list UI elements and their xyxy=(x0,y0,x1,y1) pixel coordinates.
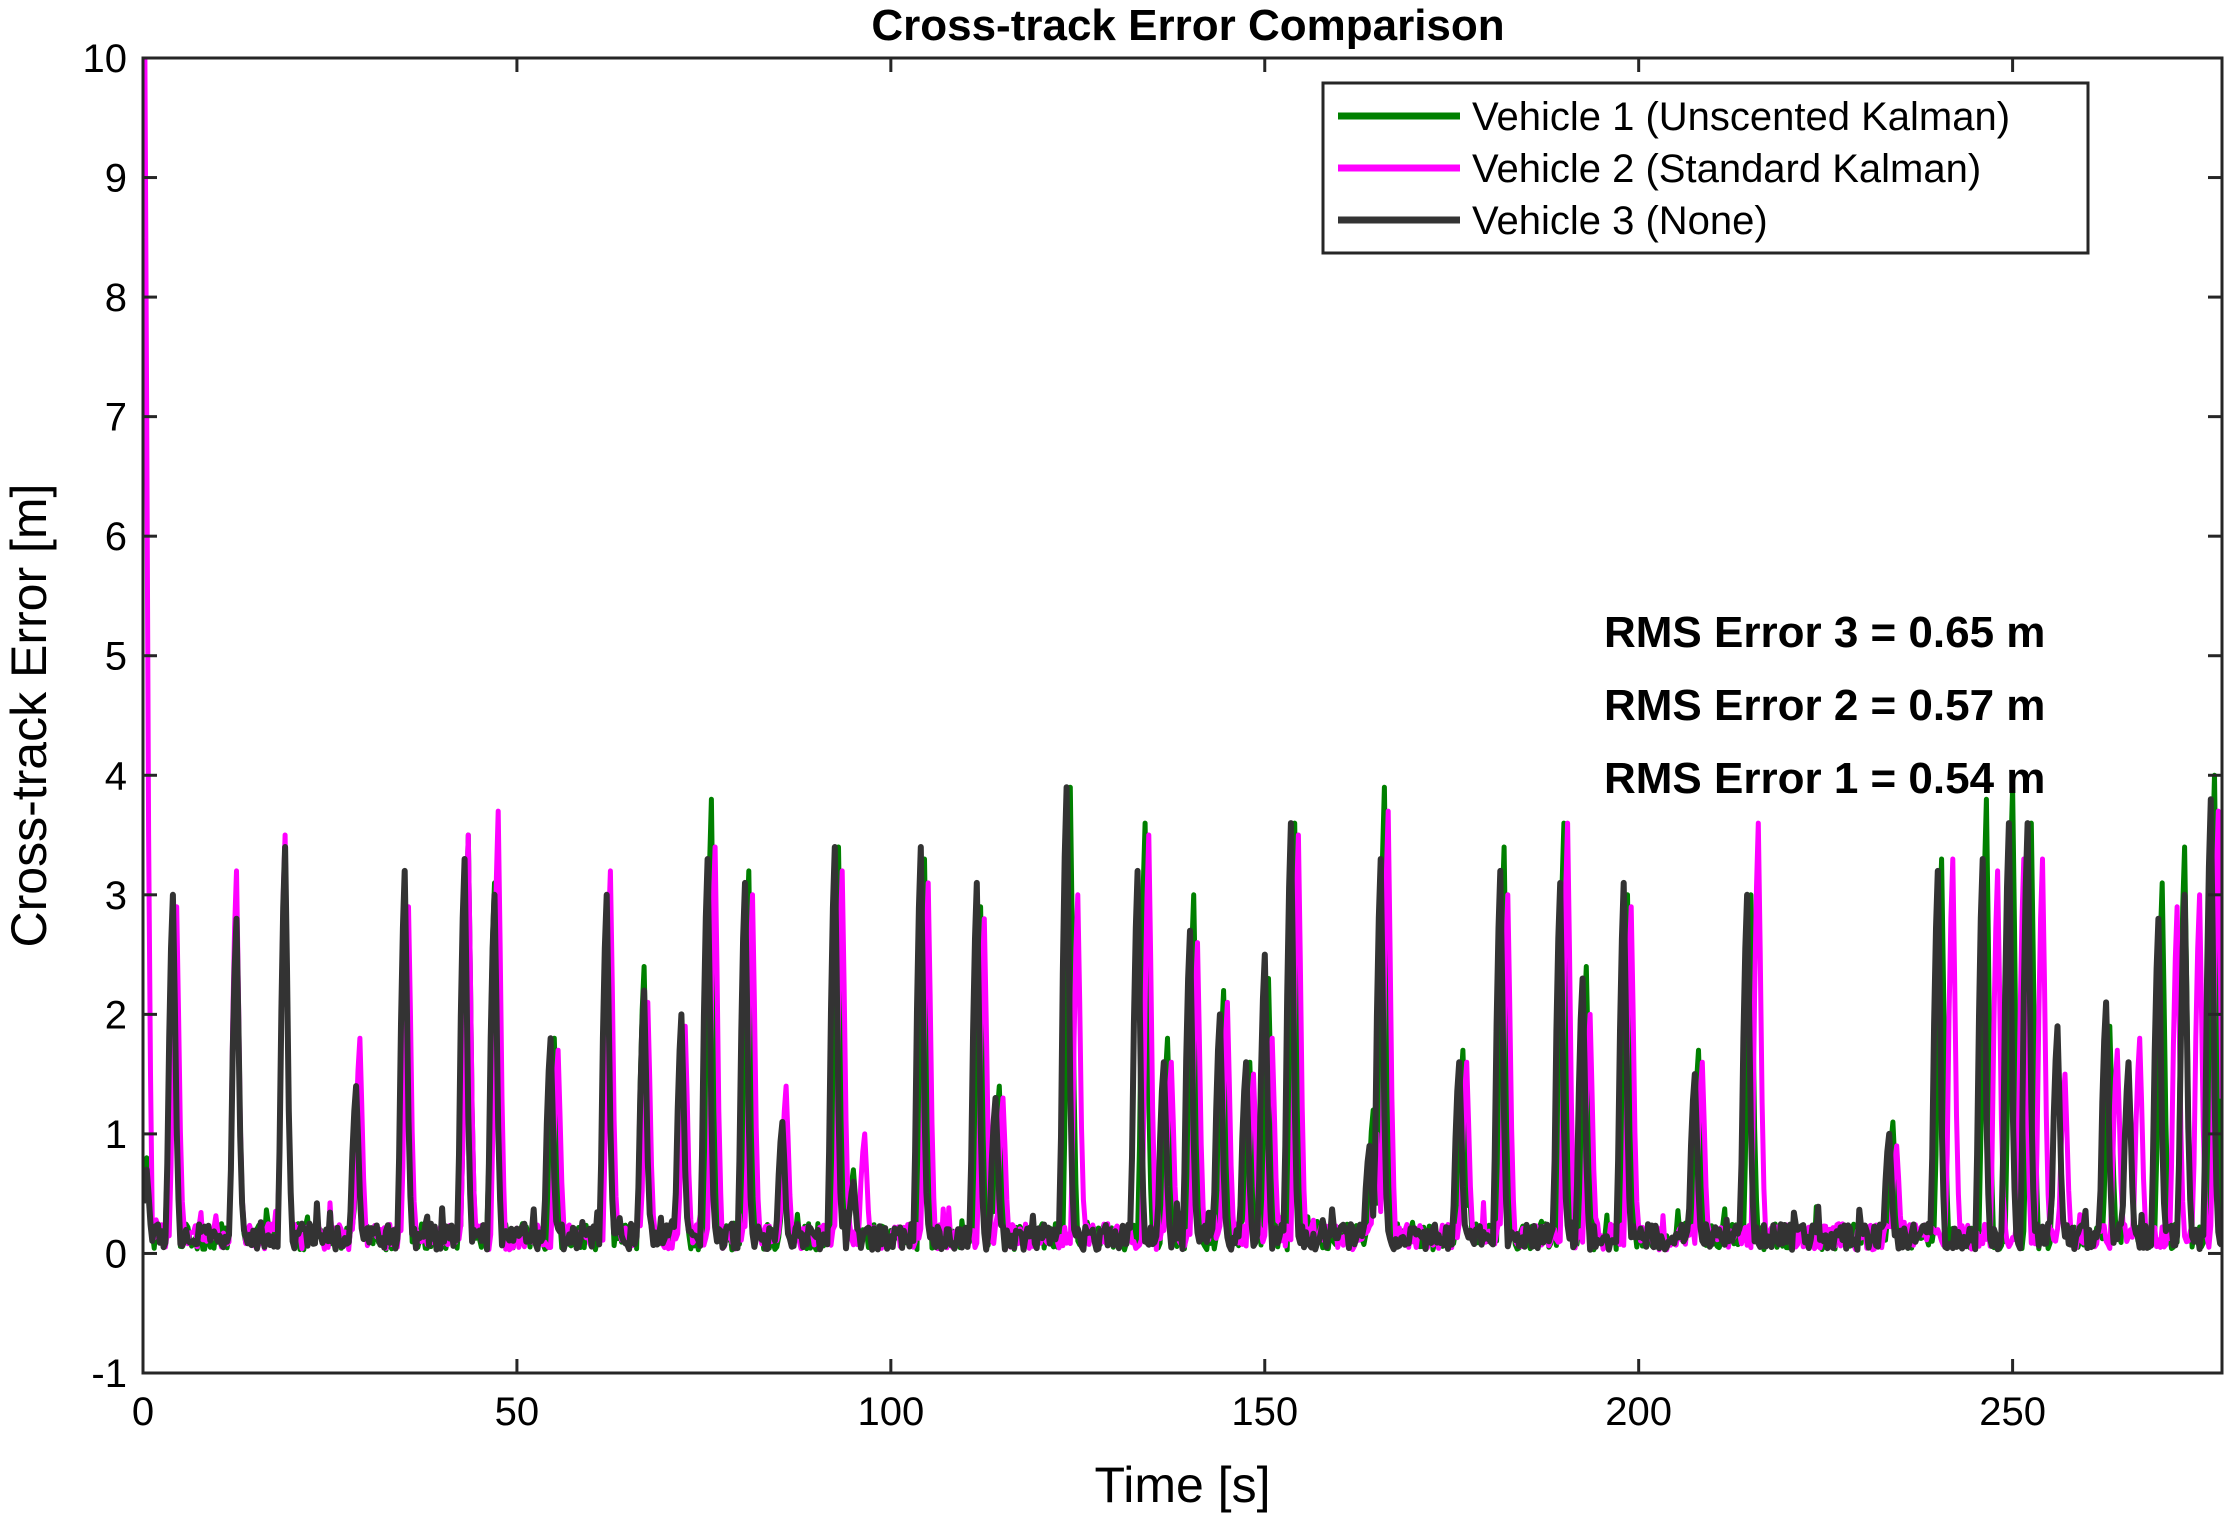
x-tick-label: 100 xyxy=(857,1390,924,1434)
y-tick-label: 0 xyxy=(105,1232,127,1276)
y-tick-label: -1 xyxy=(91,1352,127,1396)
y-tick-label: 2 xyxy=(105,993,127,1037)
x-tick-label: 250 xyxy=(1979,1390,2046,1434)
legend-entry: Vehicle 1 (Unscented Kalman) xyxy=(1472,95,2010,139)
y-tick-label: 10 xyxy=(83,37,128,81)
series-layer xyxy=(143,58,2222,1253)
rms-annotation: RMS Error 3 = 0.65 m xyxy=(1604,608,2045,657)
legend: Vehicle 1 (Unscented Kalman) Vehicle 2 (S… xyxy=(1321,81,2090,255)
y-axis-label: Cross-track Error [m] xyxy=(1,484,57,948)
x-axis-ticks: 0 50 100 150 200 250 xyxy=(132,58,2046,1434)
x-tick-label: 200 xyxy=(1605,1390,1672,1434)
y-tick-label: 6 xyxy=(105,515,127,559)
y-axis-ticks: -1 0 1 2 3 4 5 6 7 8 9 10 xyxy=(83,37,2222,1396)
rms-annotation: RMS Error 2 = 0.57 m xyxy=(1604,681,2045,730)
x-tick-label: 150 xyxy=(1231,1390,1298,1434)
y-tick-label: 3 xyxy=(105,874,127,918)
rms-annotation: RMS Error 1 = 0.54 m xyxy=(1604,754,2045,803)
series-line-vehicle-3 xyxy=(143,784,2222,1253)
legend-entry: Vehicle 2 (Standard Kalman) xyxy=(1472,147,1981,191)
chart-title: Cross-track Error Comparison xyxy=(871,1,1504,50)
legend-entry: Vehicle 3 (None) xyxy=(1472,199,1768,243)
y-tick-label: 9 xyxy=(105,157,127,201)
y-tick-label: 1 xyxy=(105,1113,127,1157)
rms-annotations: RMS Error 3 = 0.65 m RMS Error 2 = 0.57 m… xyxy=(1604,608,2045,803)
x-axis-label: Time [s] xyxy=(1095,1457,1271,1513)
x-tick-label: 0 xyxy=(132,1390,154,1434)
y-tick-label: 7 xyxy=(105,396,127,440)
y-tick-label: 5 xyxy=(105,635,127,679)
y-tick-label: 4 xyxy=(105,754,127,798)
x-tick-label: 50 xyxy=(495,1390,540,1434)
axes-box xyxy=(141,56,2224,1375)
y-tick-label: 8 xyxy=(105,276,127,320)
